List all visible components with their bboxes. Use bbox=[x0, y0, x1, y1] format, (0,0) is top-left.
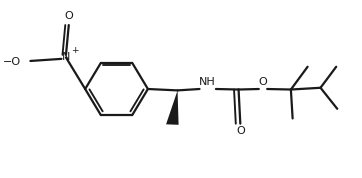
Text: O: O bbox=[64, 11, 73, 21]
Text: O: O bbox=[236, 126, 245, 136]
Text: +: + bbox=[71, 46, 79, 55]
Text: NH: NH bbox=[199, 77, 215, 87]
Text: N: N bbox=[62, 53, 70, 62]
Text: −O: −O bbox=[3, 57, 21, 67]
Polygon shape bbox=[166, 90, 178, 125]
Text: O: O bbox=[258, 77, 268, 87]
